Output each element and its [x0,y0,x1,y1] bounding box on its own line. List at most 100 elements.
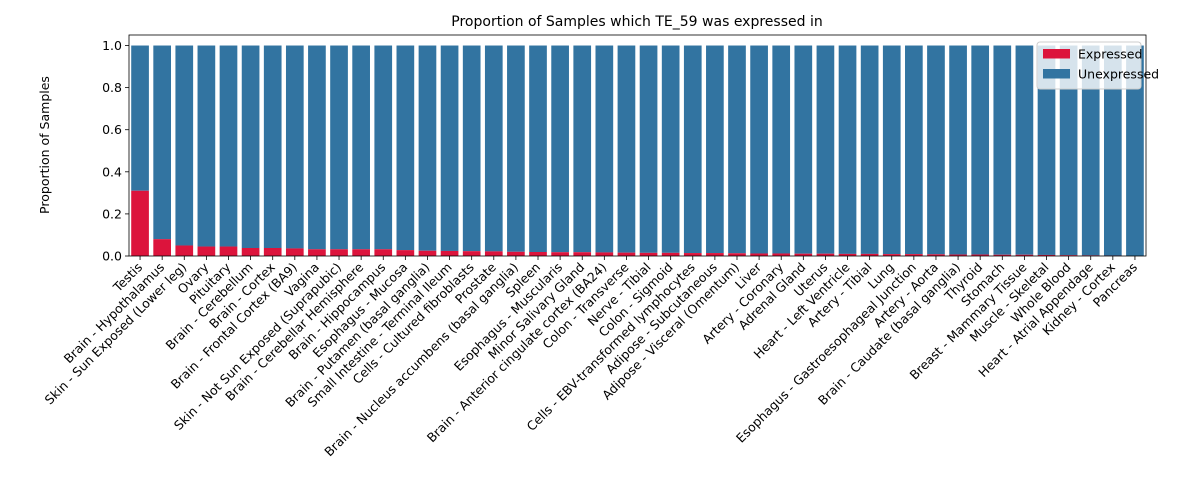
y-tick-label: 1.0 [102,38,122,53]
bar-unexpressed [1037,45,1056,255]
bar-unexpressed [706,45,724,254]
bar-unexpressed [241,45,260,249]
bar-expressed [772,253,791,256]
bar-unexpressed [750,45,768,254]
bar-unexpressed [639,45,658,253]
bar-expressed [175,245,194,256]
bar-unexpressed [794,45,813,254]
bar-expressed [1059,255,1078,256]
bar-unexpressed [772,45,791,254]
bar-unexpressed [418,45,437,251]
bar-expressed [927,254,945,256]
bar-expressed [816,253,835,256]
bar-unexpressed [484,45,503,252]
bar-expressed [484,251,503,256]
legend: Expressed Unexpressed [1036,41,1159,90]
bar-expressed [728,253,746,256]
bar-expressed [440,250,459,256]
bar-expressed [285,248,304,256]
bar-unexpressed [308,45,326,250]
bar-unexpressed [573,45,592,253]
bar-expressed [308,249,326,256]
bar-expressed [529,252,547,256]
bar-expressed [241,248,260,256]
bar-expressed [197,246,216,256]
y-tick-label: 0.8 [102,80,122,95]
bar-unexpressed [197,45,216,247]
bar-unexpressed [396,45,415,251]
bar-expressed [993,254,1012,256]
bar-unexpressed [905,45,923,255]
bar-unexpressed [153,45,172,240]
bar-unexpressed [1103,45,1122,256]
y-tick-label: 0.2 [102,206,122,221]
legend-swatch-unexpressed [1043,69,1070,79]
bar-unexpressed [551,45,569,253]
bar-unexpressed [860,45,879,254]
bar-unexpressed [1015,45,1034,255]
bar-unexpressed [927,45,945,255]
bar-expressed [352,249,370,256]
bar-expressed [551,252,569,256]
legend-swatch-expressed [1043,49,1070,59]
bar-expressed [507,251,525,256]
bar-expressed [860,253,879,256]
y-axis-label: Proportion of Samples [37,76,52,214]
bar-unexpressed [617,45,636,253]
bar-unexpressed [971,45,990,255]
bar-expressed [706,253,724,256]
bar-expressed [617,252,636,256]
bar-expressed [971,254,990,256]
bar-unexpressed [330,45,348,250]
bar-expressed [905,254,923,256]
legend-label-unexpressed: Unexpressed [1078,67,1159,82]
bar-expressed [1015,254,1034,256]
bar-expressed [573,252,592,256]
bar-unexpressed [1081,45,1100,256]
bar-expressed [418,250,437,256]
bar-expressed [330,249,348,256]
bar-unexpressed [816,45,835,254]
y-tick-label: 0.4 [102,164,122,179]
bar-expressed [219,246,238,256]
bar-expressed [263,248,282,256]
bar-expressed [131,190,149,256]
bar-unexpressed [949,45,967,255]
plot-frame [128,34,1147,257]
bar-unexpressed [1059,45,1078,256]
bar-unexpressed [352,45,370,250]
bar-unexpressed [131,45,149,191]
bar-expressed [683,253,702,256]
bar-expressed [639,252,658,256]
bar-expressed [1037,254,1056,256]
y-tick-label: 0.6 [102,122,122,137]
bar-unexpressed [993,45,1012,255]
bar-unexpressed [175,45,194,246]
bar-unexpressed [462,45,481,252]
bar-unexpressed [838,45,857,254]
bar-expressed [882,254,901,256]
x-tick-label: Brain - Hypothalamus [61,260,168,367]
bar-unexpressed [285,45,304,249]
bar-unexpressed [728,45,746,254]
bar-expressed [949,254,967,256]
bar-unexpressed [529,45,547,253]
legend-label-expressed: Expressed [1078,47,1142,62]
bar-expressed [153,239,172,256]
bar-unexpressed [595,45,614,253]
bar-unexpressed [440,45,459,251]
bar-unexpressed [374,45,393,250]
bar-unexpressed [882,45,901,255]
bar-expressed [838,253,857,256]
bar-unexpressed [683,45,702,254]
bar-unexpressed [219,45,238,247]
bar-expressed [794,253,813,256]
bar-unexpressed [1126,45,1144,257]
bar-expressed [595,252,614,256]
y-tick-label: 0.0 [102,249,122,264]
bar-unexpressed [507,45,525,252]
bar-unexpressed [661,45,680,253]
bar-unexpressed [263,45,282,249]
chart-title: Proportion of Samples which TE_59 was ex… [451,14,822,30]
